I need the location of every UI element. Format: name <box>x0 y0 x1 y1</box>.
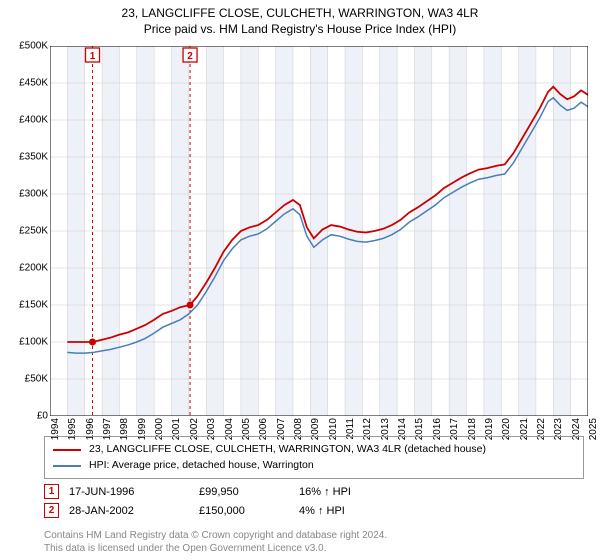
svg-text:1: 1 <box>90 51 96 62</box>
legend-swatch-property <box>53 449 81 451</box>
x-axis-label: 2025 <box>588 418 599 448</box>
y-axis-label: £0 <box>2 411 48 422</box>
chart-svg: 12 <box>50 46 588 416</box>
y-axis-label: £450K <box>2 78 48 89</box>
sale-marker-price-2: £150,000 <box>199 505 289 517</box>
legend-item-hpi: HPI: Average price, detached house, Warr… <box>53 458 575 474</box>
y-axis-label: £400K <box>2 115 48 126</box>
y-axis-label: £250K <box>2 226 48 237</box>
y-axis-label: £150K <box>2 300 48 311</box>
y-axis-label: £200K <box>2 263 48 274</box>
svg-text:2: 2 <box>187 51 193 62</box>
footer-line-1: Contains HM Land Registry data © Crown c… <box>44 530 584 543</box>
sale-marker-pct-1: 16% ↑ HPI <box>299 486 439 498</box>
sale-marker-pct-2: 4% ↑ HPI <box>299 505 439 517</box>
chart-plot-area: 12 £0£50K£100K£150K£200K£250K£300K£350K£… <box>50 46 588 416</box>
footer-attribution: Contains HM Land Registry data © Crown c… <box>44 530 584 555</box>
chart-subtitle: Price paid vs. HM Land Registry's House … <box>0 22 600 36</box>
y-axis-label: £100K <box>2 337 48 348</box>
legend: 23, LANGCLIFFE CLOSE, CULCHETH, WARRINGT… <box>44 436 584 479</box>
sale-marker-date-1: 17-JUN-1996 <box>69 486 189 498</box>
legend-label-hpi: HPI: Average price, detached house, Warr… <box>89 458 314 474</box>
y-axis-label: £350K <box>2 152 48 163</box>
chart-title: 23, LANGCLIFFE CLOSE, CULCHETH, WARRINGT… <box>0 0 600 22</box>
sale-marker-price-1: £99,950 <box>199 486 289 498</box>
sale-marker-row-2: 2 28-JAN-2002 £150,000 4% ↑ HPI <box>44 501 584 520</box>
y-axis-label: £300K <box>2 189 48 200</box>
legend-label-property: 23, LANGCLIFFE CLOSE, CULCHETH, WARRINGT… <box>89 442 486 458</box>
sale-marker-date-2: 28-JAN-2002 <box>69 505 189 517</box>
legend-item-property: 23, LANGCLIFFE CLOSE, CULCHETH, WARRINGT… <box>53 442 575 458</box>
y-axis-label: £500K <box>2 41 48 52</box>
legend-swatch-hpi <box>53 465 81 467</box>
sale-marker-row-1: 1 17-JUN-1996 £99,950 16% ↑ HPI <box>44 482 584 501</box>
sale-markers-table: 1 17-JUN-1996 £99,950 16% ↑ HPI 2 28-JAN… <box>44 482 584 520</box>
sale-marker-badge-2: 2 <box>44 503 59 518</box>
sale-marker-badge-1: 1 <box>44 484 59 499</box>
footer-line-2: This data is licensed under the Open Gov… <box>44 543 584 556</box>
y-axis-label: £50K <box>2 374 48 385</box>
